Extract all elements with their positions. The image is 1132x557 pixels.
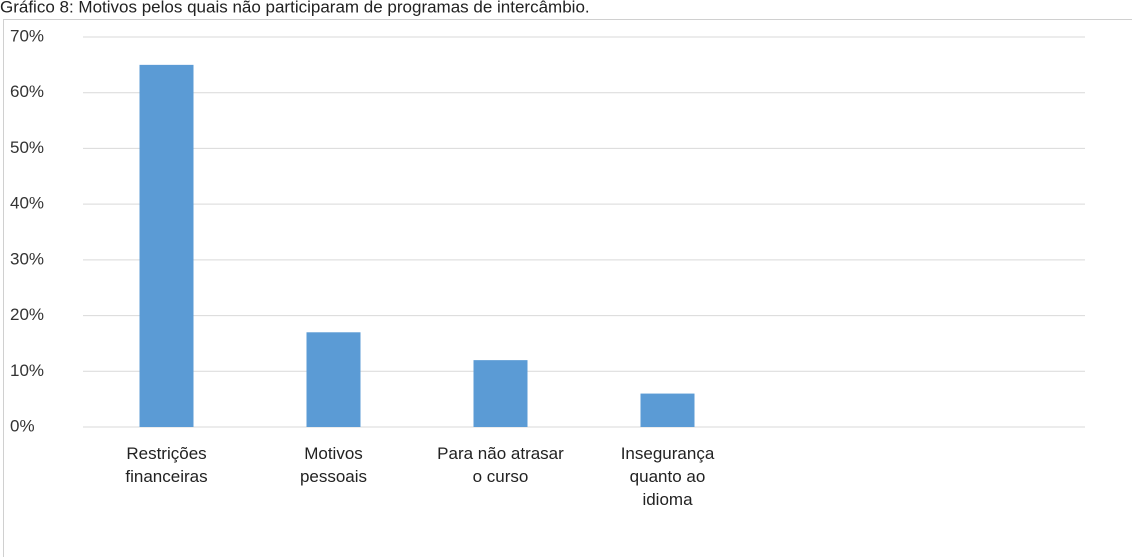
x-tick-label: Restrições financeiras — [125, 444, 207, 486]
bar — [139, 64, 194, 427]
x-tick-label: Para não atrasar o curso — [437, 444, 564, 486]
chart-frame — [3, 19, 1132, 557]
y-tick-label: 60% — [10, 82, 44, 101]
x-tick-label: Motivos pessoais — [300, 444, 367, 486]
y-tick-label: 50% — [10, 138, 44, 157]
y-tick-label: 70% — [10, 26, 44, 45]
y-tick-label: 10% — [10, 361, 44, 380]
y-tick-label: 0% — [10, 416, 35, 435]
bar — [306, 332, 361, 427]
bar — [473, 360, 528, 427]
y-tick-label: 40% — [10, 194, 44, 213]
bar — [640, 393, 695, 427]
y-tick-label: 30% — [10, 249, 44, 268]
chart-title: Gráfico 8: Motivos pelos quais não parti… — [0, 0, 590, 16]
y-tick-label: 20% — [10, 305, 44, 324]
x-tick-label: Insegurança quanto ao idioma — [621, 444, 715, 509]
